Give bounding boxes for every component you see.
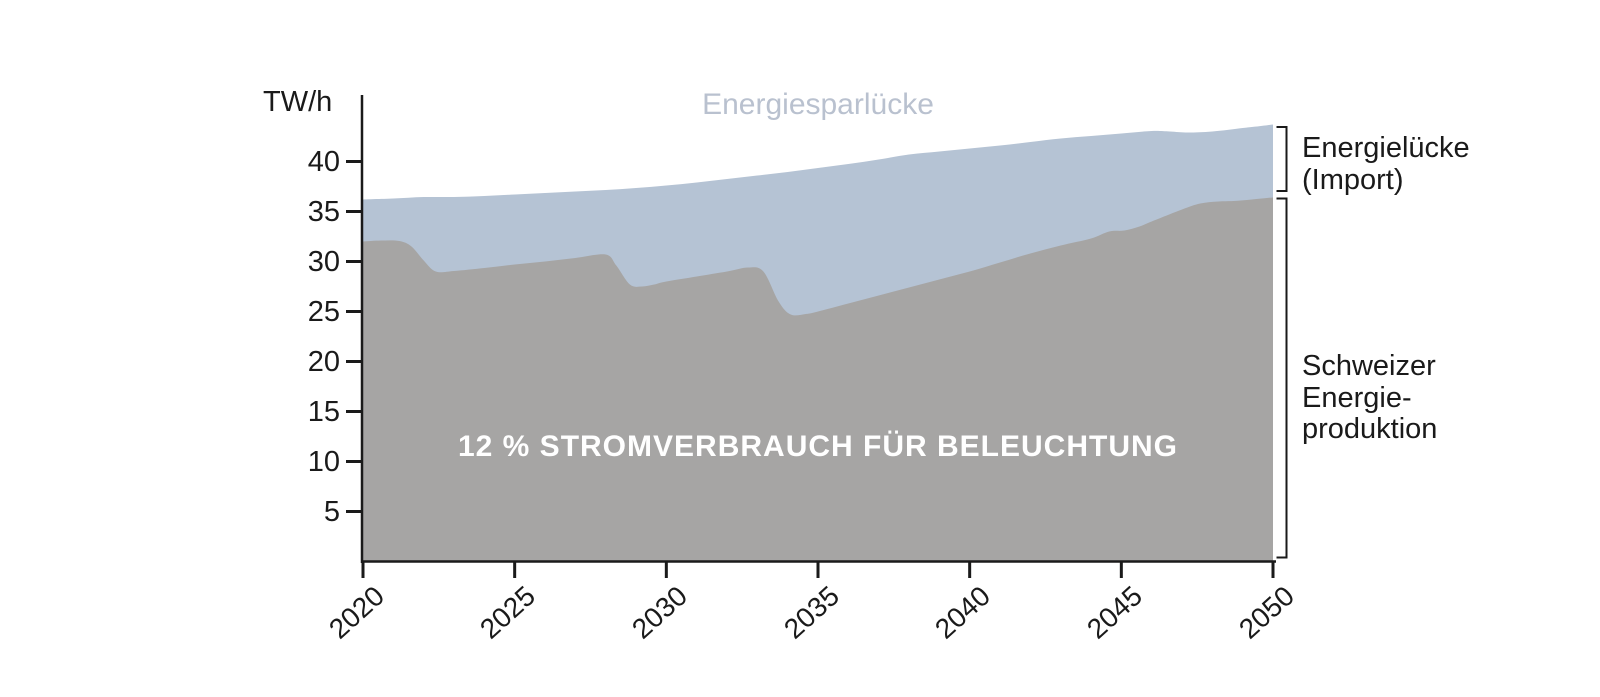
y-tick-label: 25 [307, 295, 340, 328]
produktion-bracket [1276, 197, 1288, 559]
energieluecke-import-label: Energielücke (Import) [1302, 132, 1470, 196]
energiesparluecke-label: Energiesparlücke [702, 88, 934, 121]
x-axis [361, 560, 1276, 578]
y-tick-label: 10 [307, 445, 340, 478]
y-tick-label: 40 [307, 145, 340, 178]
schweizer-energieproduktion-label: Schweizer Energie- produktion [1302, 350, 1438, 445]
y-tick-label: 35 [307, 195, 340, 228]
y-tick-label: 30 [307, 245, 340, 278]
y-tick-label: 5 [323, 495, 340, 528]
produktion-area [363, 197, 1273, 562]
beleuchtung-annotation: 12 % STROMVERBRAUCH FÜR BELEUCHTUNG [457, 430, 1179, 463]
y-axis-unit-label: TW/h [263, 86, 333, 118]
y-tick-label: 15 [307, 395, 340, 428]
y-axis [346, 95, 364, 563]
y-tick-label: 20 [307, 345, 340, 378]
x-tick-marks [361, 562, 1275, 578]
import-bracket [1276, 126, 1288, 192]
y-tick-marks [346, 160, 362, 513]
